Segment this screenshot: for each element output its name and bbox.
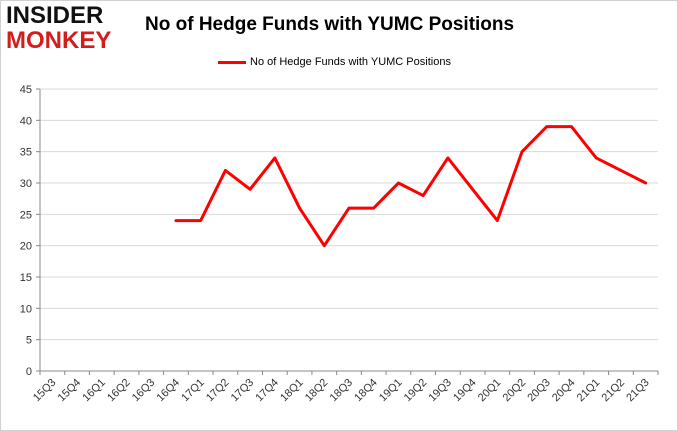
x-tick-label: 18Q3: [328, 377, 356, 405]
x-tick-label: 17Q2: [204, 377, 232, 405]
x-tick-label: 15Q3: [31, 377, 59, 405]
y-tick-labels: 0 5 10 15 20 25 30 35 40 45: [20, 84, 32, 378]
series-line: [174, 125, 648, 248]
insider-monkey-logo: INSIDER MONKEY: [6, 4, 130, 53]
x-tick-label: 21Q2: [600, 377, 628, 405]
x-tick-label: 16Q3: [130, 377, 158, 405]
x-tick-label: 15Q4: [56, 377, 84, 405]
x-tick-labels: 15Q315Q416Q116Q216Q316Q417Q117Q217Q317Q4…: [31, 377, 652, 405]
y-tick-label: 25: [20, 209, 32, 221]
y-tick-label: 15: [20, 272, 32, 284]
x-tick-label: 19Q1: [377, 377, 405, 405]
y-tick-label: 20: [20, 241, 32, 253]
x-tick-label: 21Q3: [624, 377, 652, 405]
x-tick-label: 18Q4: [352, 377, 380, 405]
x-tick-label: 20Q4: [550, 377, 578, 405]
chart-legend: No of Hedge Funds with YUMC Positions: [218, 55, 451, 69]
x-tick-label: 20Q2: [501, 377, 529, 405]
x-tick-label: 19Q2: [402, 377, 430, 405]
x-tick-label: 16Q2: [105, 377, 133, 405]
x-tick-label: 16Q1: [80, 377, 108, 405]
legend-swatch: [218, 60, 246, 64]
axes: [36, 88, 659, 375]
y-tick-label: 40: [20, 115, 32, 127]
series-lines: [174, 125, 648, 248]
y-tick-label: 35: [20, 147, 32, 159]
x-tick-label: 19Q3: [426, 377, 454, 405]
legend-label: No of Hedge Funds with YUMC Positions: [250, 56, 451, 68]
x-tick-label: 21Q1: [575, 377, 603, 405]
x-tick-label: 20Q3: [525, 377, 553, 405]
x-tick-label: 18Q2: [303, 377, 331, 405]
logo-line-2: MONKEY: [6, 27, 112, 54]
chart-title: No of Hedge Funds with YUMC Positions: [145, 14, 515, 35]
x-tick-label: 18Q1: [278, 377, 306, 405]
x-tick-label: 16Q4: [155, 377, 183, 405]
y-tick-label: 10: [20, 303, 32, 315]
logo-line-1: INSIDER: [6, 2, 104, 29]
y-tick-label: 5: [26, 335, 32, 347]
x-tick-label: 17Q3: [229, 377, 257, 405]
y-tick-label: 30: [20, 178, 32, 190]
y-tick-label: 45: [20, 84, 32, 96]
x-tick-label: 20Q1: [476, 377, 504, 405]
y-tick-label: 0: [26, 366, 32, 378]
x-tick-label: 17Q1: [179, 377, 207, 405]
grid-lines: [40, 88, 658, 341]
x-tick-label: 17Q4: [253, 377, 281, 405]
x-tick-label: 19Q4: [451, 377, 479, 405]
